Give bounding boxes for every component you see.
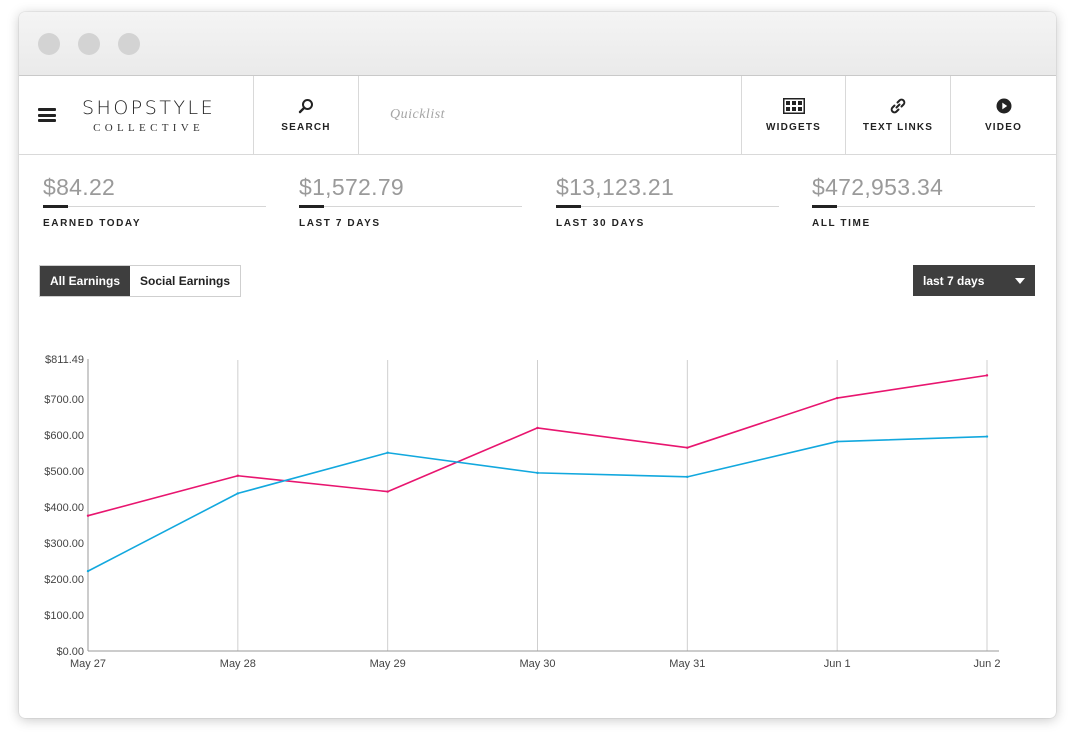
data-point [86, 514, 90, 517]
stat-value: $13,123.21 [556, 174, 675, 200]
logo[interactable]: SHOPSTYLE COLLECTIVE [82, 97, 215, 134]
text-links-button[interactable]: TEXT LINKS [846, 76, 951, 154]
data-point [686, 446, 689, 449]
widgets-grid-icon [782, 97, 805, 114]
widgets-label: WIDGETS [765, 121, 822, 133]
stat-divider [43, 205, 266, 208]
y-tick-label: $700.00 [44, 394, 84, 406]
data-point [236, 492, 240, 495]
date-range-selected: last 7 days [923, 273, 985, 288]
data-point [835, 396, 839, 400]
y-tick-label: $811.49 [45, 354, 84, 366]
stat-value: $472,953.34 [812, 174, 944, 200]
stat-value: $1,572.79 [299, 174, 405, 200]
social-earnings-button[interactable]: Social Earnings [140, 274, 231, 288]
x-tick-label: May 30 [519, 658, 555, 670]
window-close-dot[interactable] [38, 33, 60, 55]
stat-value: $84.22 [43, 174, 116, 200]
data-point [985, 374, 989, 377]
stat-last-30-days: $13,123.21 LAST 30 DAYS [556, 174, 779, 229]
data-point [386, 451, 389, 454]
window-titlebar [19, 12, 1056, 76]
browser-window: SHOPSTYLE COLLECTIVE SEARCH WIDGETS [19, 12, 1056, 718]
link-icon [890, 98, 906, 113]
widgets-button[interactable]: WIDGETS [741, 76, 846, 154]
stat-label: ALL TIME [812, 218, 871, 229]
nav-brand: SHOPSTYLE COLLECTIVE [19, 76, 254, 154]
stat-all-time: $472,953.34 ALL TIME [812, 174, 1035, 229]
x-tick-label: May 27 [70, 658, 106, 670]
y-tick-label: $0.00 [56, 646, 84, 658]
chevron-down-icon [1015, 277, 1025, 284]
data-point [835, 440, 839, 443]
x-tick-label: Jun 1 [824, 658, 851, 670]
y-tick-label: $600.00 [44, 430, 84, 442]
y-tick-label: $400.00 [44, 502, 84, 514]
data-point [236, 474, 240, 477]
stat-last-7-days: $1,572.79 LAST 7 DAYS [299, 174, 522, 229]
text-links-label: TEXT LINKS [862, 121, 934, 133]
video-button[interactable]: VIDEO [951, 76, 1056, 154]
stat-earned-today: $84.22 EARNED TODAY [43, 174, 266, 229]
y-tick-label: $300.00 [44, 538, 84, 550]
video-label: VIDEO [984, 121, 1023, 133]
x-tick-label: May 28 [220, 658, 256, 670]
data-point [536, 426, 539, 430]
stat-divider [812, 205, 1035, 208]
x-tick-label: May 29 [370, 658, 406, 670]
window-minimize-dot[interactable] [78, 33, 100, 55]
menu-icon[interactable] [38, 108, 56, 122]
stat-label: LAST 7 DAYS [299, 218, 381, 229]
data-point [386, 490, 389, 493]
all-earnings-button[interactable]: All Earnings [40, 266, 131, 296]
y-tick-label: $500.00 [44, 466, 84, 478]
data-point [985, 435, 989, 438]
stat-label: LAST 30 DAYS [556, 218, 645, 229]
y-tick-label: $100.00 [44, 610, 84, 622]
data-point [536, 471, 539, 475]
quicklist-input[interactable] [390, 107, 720, 123]
earnings-stats: $84.22 EARNED TODAY $1,572.79 LAST 7 DAY… [19, 155, 1056, 250]
play-icon [996, 98, 1011, 113]
data-point [686, 475, 689, 479]
data-point [86, 569, 90, 573]
earnings-chart: $0.00 $100.00 $200.00 $300.00 $400.00 $500.00… [44, 354, 1001, 670]
search-button[interactable]: SEARCH [254, 76, 359, 154]
logo-main-text: SHOPSTYLE [82, 96, 216, 119]
date-range-dropdown[interactable]: last 7 days [913, 265, 1035, 296]
top-navbar: SHOPSTYLE COLLECTIVE SEARCH WIDGETS [19, 76, 1056, 155]
earnings-toggle: All Earnings Social Earnings [39, 265, 242, 297]
window-zoom-dot[interactable] [118, 33, 140, 55]
y-tick-label: $200.00 [44, 574, 84, 586]
stat-divider [299, 205, 522, 208]
stat-divider [556, 205, 779, 208]
quicklist-area [359, 76, 741, 154]
logo-sub-text: COLLECTIVE [93, 121, 204, 134]
stat-label: EARNED TODAY [43, 218, 142, 229]
x-tick-label: May 31 [669, 658, 705, 670]
search-icon [298, 98, 313, 113]
x-tick-label: Jun 2 [974, 658, 1001, 670]
search-label: SEARCH [281, 121, 331, 133]
